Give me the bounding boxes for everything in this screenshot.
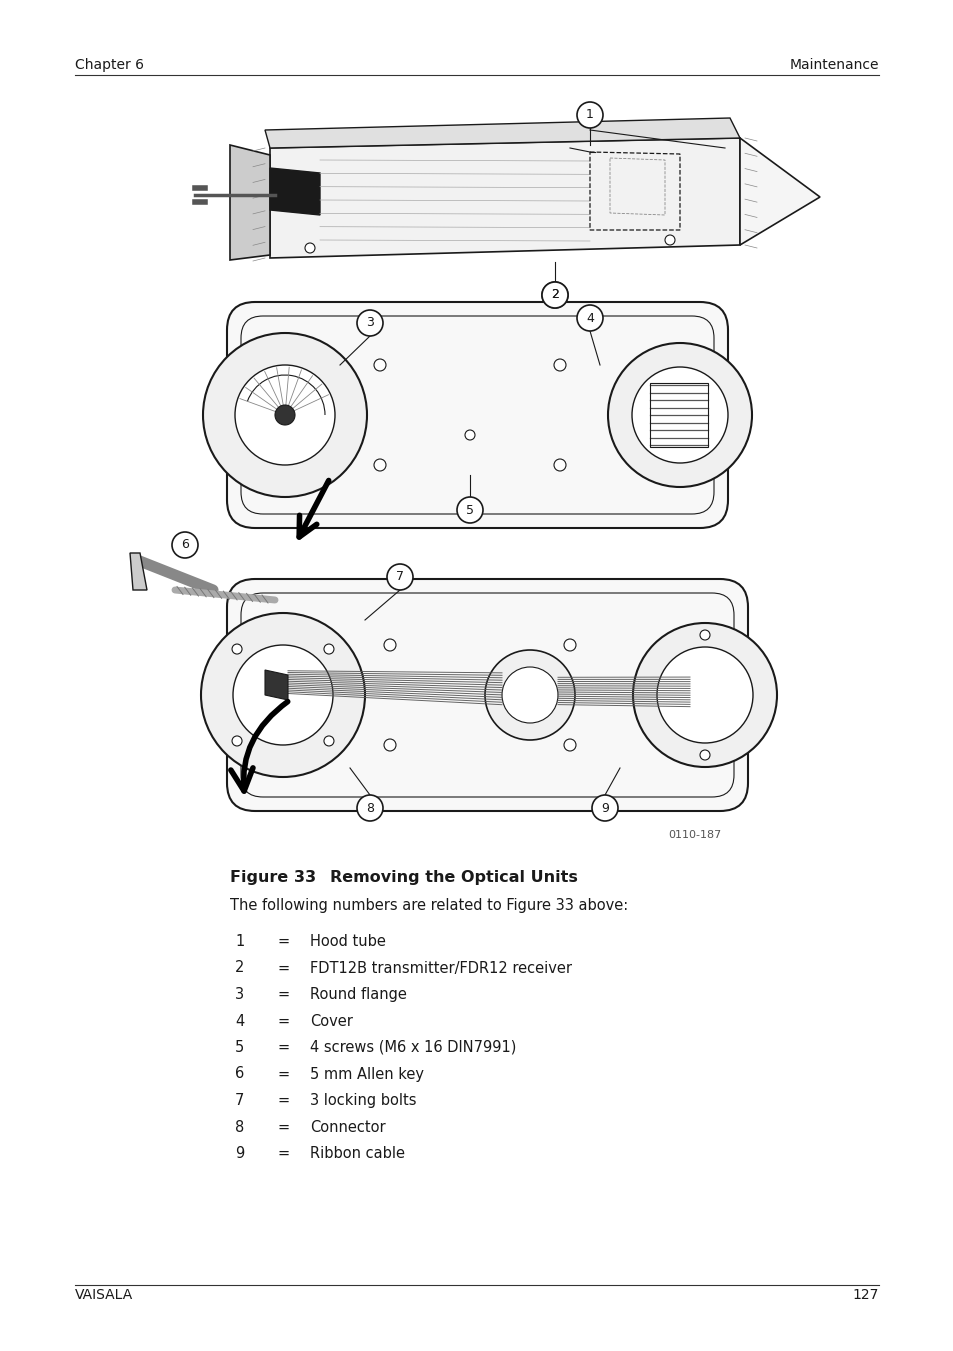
Text: 1: 1 (585, 108, 594, 122)
Circle shape (456, 497, 482, 523)
Circle shape (203, 332, 367, 497)
Text: 5: 5 (465, 504, 474, 516)
Circle shape (484, 650, 575, 740)
Circle shape (577, 101, 602, 128)
Circle shape (554, 459, 565, 471)
Circle shape (172, 532, 198, 558)
Circle shape (232, 644, 242, 654)
Circle shape (384, 739, 395, 751)
Polygon shape (230, 145, 270, 259)
Text: 127: 127 (852, 1288, 878, 1302)
Text: Removing the Optical Units: Removing the Optical Units (330, 870, 578, 885)
Text: 9: 9 (600, 801, 608, 815)
Text: Maintenance: Maintenance (789, 58, 878, 72)
Text: VAISALA: VAISALA (75, 1288, 133, 1302)
Circle shape (633, 623, 776, 767)
Text: Hood tube: Hood tube (310, 934, 385, 948)
Text: 0110-187: 0110-187 (667, 830, 720, 840)
Circle shape (554, 359, 565, 372)
Text: 3: 3 (234, 988, 244, 1002)
Text: 2: 2 (551, 289, 558, 301)
Text: The following numbers are related to Figure 33 above:: The following numbers are related to Fig… (230, 898, 628, 913)
Text: Figure 33: Figure 33 (230, 870, 315, 885)
Text: FDT12B transmitter/FDR12 receiver: FDT12B transmitter/FDR12 receiver (310, 961, 572, 975)
Circle shape (592, 794, 618, 821)
Circle shape (464, 430, 475, 440)
Text: 7: 7 (234, 1093, 244, 1108)
Text: =: = (277, 1066, 290, 1082)
Text: 4: 4 (234, 1013, 244, 1028)
Polygon shape (270, 138, 740, 258)
Text: 9: 9 (234, 1146, 244, 1161)
Circle shape (356, 309, 382, 336)
Text: =: = (277, 1013, 290, 1028)
Circle shape (274, 405, 294, 426)
Polygon shape (740, 138, 820, 245)
Text: 1: 1 (234, 934, 244, 948)
Circle shape (563, 639, 576, 651)
Text: 3: 3 (366, 316, 374, 330)
Circle shape (607, 343, 751, 486)
Text: 2: 2 (234, 961, 244, 975)
Text: =: = (277, 961, 290, 975)
Polygon shape (265, 118, 740, 149)
Text: 5: 5 (234, 1040, 244, 1055)
Circle shape (233, 644, 333, 744)
FancyBboxPatch shape (227, 580, 747, 811)
Polygon shape (130, 553, 147, 590)
Text: =: = (277, 1093, 290, 1108)
Circle shape (501, 667, 558, 723)
Text: =: = (277, 1146, 290, 1161)
Text: Ribbon cable: Ribbon cable (310, 1146, 405, 1161)
Text: =: = (277, 1040, 290, 1055)
Polygon shape (270, 168, 319, 215)
Circle shape (374, 359, 386, 372)
Text: =: = (277, 934, 290, 948)
Circle shape (700, 630, 709, 640)
Text: =: = (277, 988, 290, 1002)
Text: 5 mm Allen key: 5 mm Allen key (310, 1066, 423, 1082)
Circle shape (700, 750, 709, 761)
Circle shape (541, 282, 567, 308)
Circle shape (324, 736, 334, 746)
Circle shape (384, 639, 395, 651)
Text: 4 screws (M6 x 16 DIN7991): 4 screws (M6 x 16 DIN7991) (310, 1040, 516, 1055)
Circle shape (657, 647, 752, 743)
Circle shape (541, 282, 567, 308)
Text: 3 locking bolts: 3 locking bolts (310, 1093, 416, 1108)
Circle shape (234, 365, 335, 465)
Polygon shape (265, 670, 288, 700)
Circle shape (631, 367, 727, 463)
Text: 2: 2 (551, 289, 558, 301)
Circle shape (387, 563, 413, 590)
Text: Round flange: Round flange (310, 988, 406, 1002)
Circle shape (356, 794, 382, 821)
Circle shape (664, 235, 675, 245)
Text: =: = (277, 1120, 290, 1135)
Text: 6: 6 (234, 1066, 244, 1082)
Text: 8: 8 (366, 801, 374, 815)
Circle shape (577, 305, 602, 331)
Circle shape (232, 736, 242, 746)
Circle shape (324, 644, 334, 654)
Text: 8: 8 (234, 1120, 244, 1135)
FancyBboxPatch shape (227, 303, 727, 528)
Circle shape (305, 243, 314, 253)
Text: 6: 6 (181, 539, 189, 551)
Circle shape (563, 739, 576, 751)
Text: 7: 7 (395, 570, 403, 584)
Text: Connector: Connector (310, 1120, 385, 1135)
Text: 4: 4 (585, 312, 594, 324)
Circle shape (374, 459, 386, 471)
Text: Cover: Cover (310, 1013, 353, 1028)
Text: Chapter 6: Chapter 6 (75, 58, 144, 72)
Circle shape (201, 613, 365, 777)
